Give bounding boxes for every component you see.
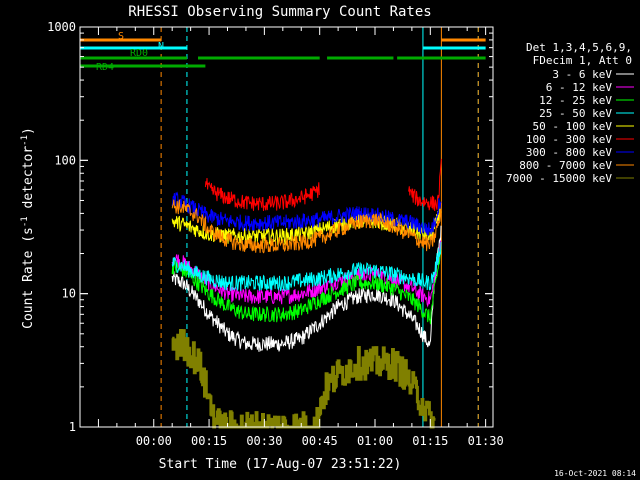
series-line-3	[171, 241, 442, 292]
y-tick-label-1: 10	[62, 287, 76, 301]
x-tick-label-4: 01:00	[357, 434, 393, 448]
x-tick-label-2: 00:30	[246, 434, 282, 448]
y-axis-label-part: detector	[21, 146, 36, 217]
x-tick-label-1: 00:15	[191, 434, 227, 448]
legend-label-2: 12 - 25 keV	[539, 94, 612, 107]
legend-label-4: 50 - 100 keV	[533, 120, 613, 133]
timestamp: 16-Oct-2021 08:14	[554, 469, 636, 478]
series-line-8	[171, 199, 442, 254]
y-tick-label-0: 1	[69, 420, 76, 434]
legend-label-6: 300 - 800 keV	[526, 146, 612, 159]
legend-label-1: 6 - 12 keV	[546, 81, 613, 94]
y-tick-label-2: 100	[54, 153, 76, 167]
x-tick-label-0: 00:00	[136, 434, 172, 448]
series-line-6	[407, 158, 442, 212]
x-axis-label: Start Time (17-Aug-07 23:51:22)	[159, 457, 402, 472]
series-line-0	[171, 225, 442, 352]
legend-label-7: 800 - 7000 keV	[519, 159, 612, 172]
series-line-7	[171, 191, 442, 236]
series-line-2	[171, 249, 442, 325]
y-axis-label-part: -1	[20, 216, 30, 227]
x-tick-label-6: 01:30	[468, 434, 504, 448]
plot-frame	[79, 26, 494, 428]
y-axis-label-part: -1	[20, 135, 30, 146]
flag-label-s: S	[118, 31, 124, 42]
flag-label-rd4: RD4	[96, 62, 114, 73]
legend-label-0: 3 - 6 keV	[552, 68, 612, 81]
x-tick-label-3: 00:45	[302, 434, 338, 448]
legend: Det 1,3,4,5,6,9,FDecim 1, Att 03 - 6 keV…	[506, 41, 634, 185]
y-axis-label-part: )	[21, 127, 36, 135]
legend-header-0: Det 1,3,4,5,6,9,	[526, 41, 632, 54]
axes: 1 10 100 1000 00:00 00:15 00:30 00:45 01:00 01:15…	[47, 20, 504, 448]
y-tick-label-3: 1000	[47, 20, 76, 34]
chart-title: RHESSI Observing Summary Count Rates	[128, 4, 431, 20]
legend-header-1: FDecim 1, Att 0	[533, 54, 632, 67]
legend-label-5: 100 - 300 keV	[526, 133, 612, 146]
y-axis-label-part: Count Rate (s	[21, 227, 36, 329]
flag-label-rd0: RD0	[130, 48, 148, 59]
x-tick-label-5: 01:15	[412, 434, 448, 448]
legend-label-8: 7000 - 15000 keV	[506, 172, 612, 185]
y-axis-label: Count Rate (s-1 detector-1)	[20, 127, 36, 329]
plot-area: S N RD0 RD4	[79, 27, 486, 429]
series-line-5	[204, 177, 320, 212]
flag-label-n: N	[158, 41, 164, 52]
legend-label-3: 25 - 50 keV	[539, 107, 612, 120]
